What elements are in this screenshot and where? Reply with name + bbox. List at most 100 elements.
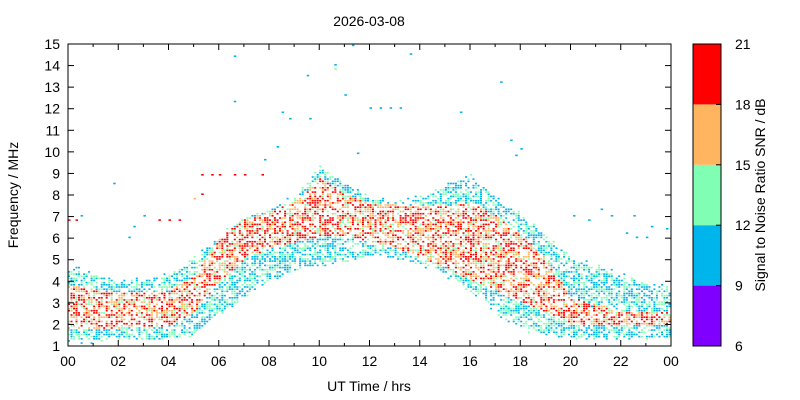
heatmap-cell — [573, 331, 575, 334]
heatmap-cell — [95, 333, 98, 336]
heatmap-cell — [522, 268, 525, 271]
heatmap-cell — [457, 212, 460, 215]
heatmap-cell — [123, 331, 126, 334]
heatmap-cell — [439, 202, 442, 204]
heatmap-cell — [291, 260, 294, 262]
heatmap-cell — [397, 208, 400, 211]
heatmap-cell — [284, 256, 287, 258]
heatmap-cell — [565, 309, 568, 312]
heatmap-cell — [93, 316, 96, 318]
heatmap-cell — [409, 256, 412, 258]
heatmap-cell — [377, 217, 379, 219]
heatmap-cell — [613, 284, 616, 286]
heatmap-cell — [452, 182, 455, 185]
heatmap-cell — [439, 210, 442, 213]
heatmap-cell — [485, 189, 488, 191]
heatmap-cell — [482, 284, 485, 286]
heatmap-cell — [570, 290, 573, 293]
heatmap-cell — [258, 260, 261, 262]
heatmap-cell — [299, 223, 302, 226]
heatmap-cell — [128, 327, 131, 329]
heatmap-cell — [482, 251, 485, 254]
heatmap-cell — [573, 281, 575, 284]
heatmap-cell — [615, 331, 618, 334]
heatmap-cell — [93, 275, 96, 277]
heatmap-cell — [216, 258, 219, 260]
heatmap-cell — [552, 251, 555, 254]
heatmap-cell — [231, 286, 234, 288]
heatmap-cell — [492, 236, 495, 239]
heatmap-cell — [188, 322, 191, 325]
heatmap-cell — [419, 215, 422, 217]
heatmap-cell — [510, 312, 513, 314]
heatmap-cell — [161, 314, 163, 316]
heatmap-cell — [143, 299, 146, 301]
heatmap-cell — [68, 327, 70, 329]
heatmap-cell — [296, 217, 299, 219]
heatmap-cell — [115, 307, 118, 310]
heatmap-cell — [309, 208, 312, 211]
heatmap-cell — [155, 290, 158, 293]
heatmap-cell — [507, 290, 510, 293]
heatmap-cell — [522, 307, 525, 310]
heatmap-cell — [70, 325, 73, 327]
heatmap-cell — [362, 204, 364, 206]
heatmap-cell — [75, 309, 78, 312]
heatmap-cell — [459, 236, 462, 239]
heatmap-cell — [588, 327, 591, 329]
heatmap-cell — [324, 204, 327, 206]
heatmap-cell — [454, 264, 457, 267]
heatmap-cell — [537, 245, 540, 247]
heatmap-cell — [414, 258, 417, 260]
heatmap-cell — [459, 221, 462, 224]
heatmap-cell — [487, 228, 490, 230]
heatmap-cell — [500, 223, 503, 226]
heatmap-cell — [334, 178, 337, 180]
heatmap-cell — [311, 191, 314, 193]
heatmap-cell — [88, 320, 91, 323]
heatmap-cell — [412, 236, 415, 239]
heatmap-cell — [600, 320, 603, 323]
heatmap-cell — [502, 281, 505, 284]
heatmap-cell — [261, 219, 264, 221]
heatmap-cell — [497, 309, 500, 312]
heatmap-cell — [291, 208, 294, 211]
heatmap-cell — [289, 266, 292, 269]
heatmap-cell — [173, 325, 176, 327]
heatmap-cell — [462, 253, 465, 256]
heatmap-cell — [454, 195, 457, 198]
heatmap-cell — [407, 215, 410, 217]
heatmap-cell — [178, 335, 181, 338]
heatmap-cell — [588, 268, 591, 271]
heatmap-cell — [211, 303, 214, 306]
heatmap-cell — [145, 309, 148, 312]
heatmap-cell — [379, 202, 382, 204]
heatmap-cell — [480, 225, 482, 228]
heatmap-cell — [457, 228, 460, 230]
heatmap-cell — [243, 275, 246, 277]
heatmap-cell — [603, 268, 606, 271]
heatmap-cell — [497, 290, 500, 293]
heatmap-cell — [384, 249, 387, 252]
heatmap-cell — [264, 221, 266, 224]
heatmap-cell — [75, 294, 78, 297]
heatmap-cell — [85, 314, 88, 316]
heatmap-cell — [181, 305, 184, 308]
heatmap-cell — [128, 333, 131, 336]
heatmap-cell — [128, 335, 131, 338]
heatmap-cell — [485, 258, 488, 260]
heatmap-cell — [550, 271, 553, 273]
heatmap-cell — [563, 316, 565, 318]
heatmap-cell — [331, 223, 334, 226]
heatmap-cell — [196, 303, 199, 306]
heatmap-cell — [362, 249, 364, 252]
heatmap-cell — [294, 197, 297, 200]
heatmap-cell — [206, 247, 209, 249]
heatmap-cell — [241, 266, 244, 269]
heatmap-cell — [309, 202, 312, 204]
heatmap-cell — [188, 303, 191, 306]
heatmap-cell — [510, 273, 513, 275]
heatmap-cell — [128, 307, 131, 310]
heatmap-cell — [326, 215, 329, 217]
heatmap-cell — [427, 195, 430, 198]
